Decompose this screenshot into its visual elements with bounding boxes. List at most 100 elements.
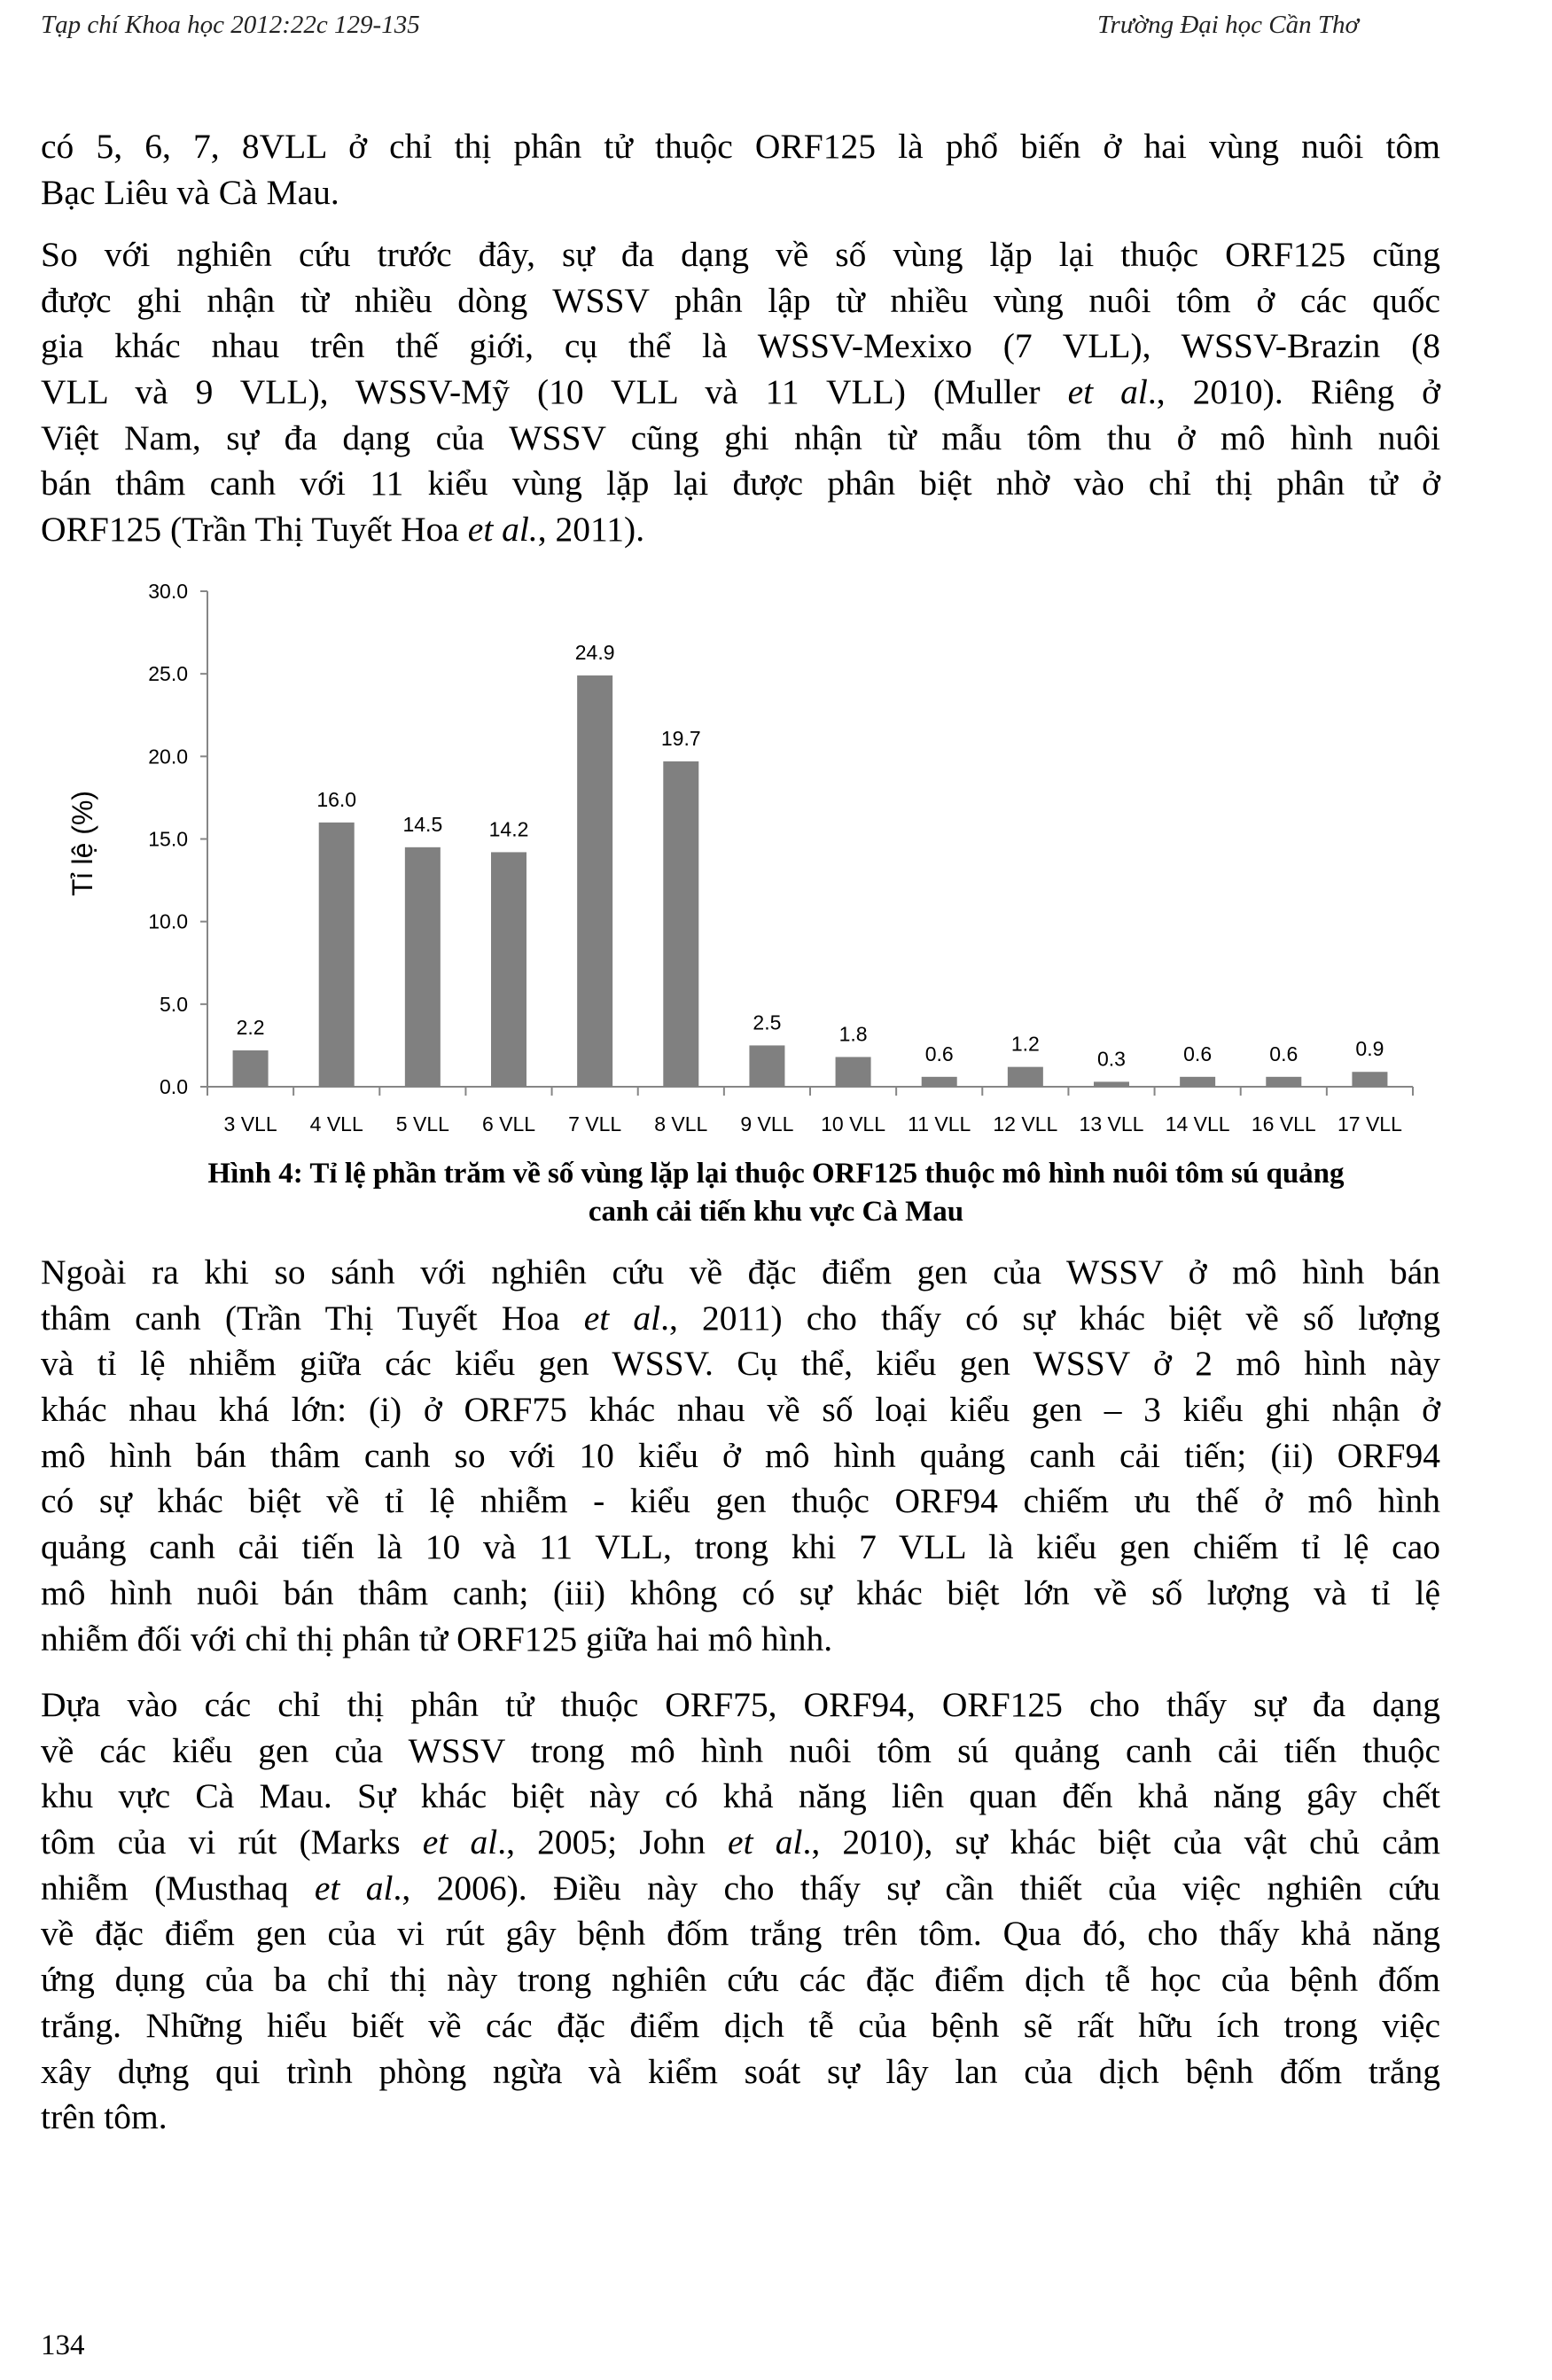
x-tick-label: 14 VLL	[1166, 1112, 1230, 1135]
text-run: thâm canh (Trần Thị Tuyết Hoa	[41, 1298, 584, 1338]
text-run: khác nhau khá lớn: (i) ở ORF75 khác nhau…	[41, 1390, 1440, 1430]
text-line: VLL và 9 VLL), WSSV-Mỹ (10 VLL và 11 VLL…	[41, 370, 1440, 416]
text-line: So với nghiên cứu trước đây, sự đa dạng …	[41, 232, 1440, 278]
data-label: 2.5	[753, 1011, 781, 1034]
bar	[318, 822, 355, 1087]
data-label: 1.8	[839, 1022, 868, 1045]
italic-text: et al	[583, 1298, 661, 1338]
text-line: gia khác nhau trên thế giới, cụ thể là W…	[41, 324, 1440, 370]
bar	[835, 1057, 871, 1087]
bar	[1007, 1066, 1043, 1087]
text-line: về đặc điểm gen của vi rút gây bệnh đốm …	[41, 1911, 1440, 1957]
data-label: 0.6	[925, 1042, 954, 1065]
x-tick-label: 16 VLL	[1252, 1112, 1316, 1135]
bar	[577, 675, 613, 1087]
text-line: bán thâm canh với 11 kiểu vùng lặp lại đ…	[41, 461, 1440, 507]
text-run: mô hình nuôi bán thâm canh; (iii) không …	[41, 1572, 1440, 1612]
text-run: ., 2010), sự khác biệt của vật chủ cảm	[802, 1822, 1441, 1862]
data-label: 14.2	[489, 817, 529, 840]
text-line: có 5, 6, 7, 8VLL ở chỉ thị phân tử thuộc…	[41, 124, 1440, 170]
text-run: ORF125 (Trần Thị Tuyết Hoa	[41, 510, 468, 550]
text-line: có sự khác biệt về tỉ lệ nhiễm - kiểu ge…	[41, 1479, 1440, 1525]
text-line: quảng canh cải tiến là 10 và 11 VLL, tro…	[41, 1525, 1440, 1571]
text-run: Việt Nam, sự đa dạng của WSSV cũng ghi n…	[41, 417, 1440, 457]
text-run: VLL và 9 VLL), WSSV-Mỹ (10 VLL và 11 VLL…	[41, 372, 1068, 412]
text-run: tôm của vi rút (Marks	[41, 1822, 423, 1862]
x-tick-label: 6 VLL	[482, 1112, 535, 1135]
x-tick-label: 3 VLL	[224, 1112, 277, 1135]
text-line: ứng dụng của ba chỉ thị này trong nghiên…	[41, 1957, 1440, 2003]
bar	[749, 1045, 785, 1087]
figure-caption-line-1: Hình 4: Tỉ lệ phần trăm về số vùng lặp l…	[207, 1158, 1345, 1190]
text-run: có sự khác biệt về tỉ lệ nhiễm - kiểu ge…	[41, 1481, 1440, 1521]
text-line: khu vực Cà Mau. Sự khác biệt này có khả …	[41, 1774, 1440, 1820]
data-label: 2.2	[237, 1016, 265, 1039]
bar	[1352, 1072, 1388, 1087]
text-line: tôm của vi rút (Marks et al., 2005; John…	[41, 1820, 1440, 1866]
text-run: ., 2006). Điều này cho thấy sự cần thiết…	[393, 1868, 1440, 1908]
text-run: được ghi nhận từ nhiều dòng WSSV phân lậ…	[41, 280, 1440, 320]
text-line: về các kiểu gen của WSSV trong mô hình n…	[41, 1728, 1440, 1775]
text-run: về đặc điểm gen của vi rút gây bệnh đốm …	[41, 1914, 1440, 1954]
text-run: Dựa vào các chỉ thị phân tử thuộc ORF75,…	[41, 1685, 1440, 1724]
bar-chart: 0.0 5.0 10.0 15.0 20.0 25.0 30.0 2.2 3 VLL 16.0 4 …	[66, 580, 1414, 1135]
y-tick-label: 30.0	[148, 580, 188, 603]
paragraph-4: Dựa vào các chỉ thị phân tử thuộc ORF75,…	[41, 1682, 1440, 2141]
text-run: khu vực Cà Mau. Sự khác biệt này có khả …	[41, 1776, 1440, 1816]
x-tick-label: 10 VLL	[821, 1112, 885, 1135]
paragraph-3: Ngoài ra khi so sánh với nghiên cứu về đ…	[41, 1250, 1440, 1662]
y-tick-label: 20.0	[148, 745, 188, 768]
x-tick-label: 9 VLL	[740, 1112, 793, 1135]
paragraph-1: có 5, 6, 7, 8VLL ở chỉ thị phân tử thuộc…	[41, 124, 1440, 215]
y-tick-label: 25.0	[148, 662, 188, 685]
text-line: mô hình bán thâm canh so với 10 kiểu ở m…	[41, 1433, 1440, 1479]
text-run: ứng dụng của ba chỉ thị này trong nghiên…	[41, 1960, 1440, 2000]
text-line: thâm canh (Trần Thị Tuyết Hoa et al., 20…	[41, 1296, 1440, 1342]
figure-caption-line-2: canh cải tiến khu vực Cà Mau	[588, 1196, 964, 1228]
x-tick-label: 13 VLL	[1080, 1112, 1144, 1135]
text-run: xây dựng qui trình phòng ngừa và kiểm so…	[41, 2051, 1440, 2091]
text-run: và tỉ lệ nhiễm giữa các kiểu gen WSSV. C…	[41, 1344, 1440, 1384]
journal-header: Tạp chí Khoa học 2012:22c 129-135	[41, 11, 420, 39]
text-line: và tỉ lệ nhiễm giữa các kiểu gen WSSV. C…	[41, 1341, 1440, 1387]
bar	[1266, 1076, 1302, 1087]
bar	[232, 1050, 269, 1087]
y-tick-label: 0.0	[160, 1075, 188, 1098]
text-run: bán thâm canh với 11 kiểu vùng lặp lại đ…	[41, 464, 1440, 503]
text-run: gia khác nhau trên thế giới, cụ thể là W…	[41, 326, 1440, 366]
text-run: Bạc Liêu và Cà Mau.	[41, 172, 339, 212]
italic-text: et al	[728, 1822, 803, 1862]
text-run: về các kiểu gen của WSSV trong mô hình n…	[41, 1730, 1440, 1770]
x-tick-label: 11 VLL	[908, 1112, 971, 1135]
x-tick-label: 5 VLL	[396, 1112, 449, 1135]
text-line: khác nhau khá lớn: (i) ở ORF75 khác nhau…	[41, 1387, 1440, 1433]
data-label: 0.3	[1097, 1047, 1126, 1070]
text-run: ., 2010). Riêng ở	[1147, 372, 1440, 412]
y-axis-title: Tỉ lệ (%)	[66, 791, 98, 896]
university-header: Trường Đại học Cần Thơ	[1097, 11, 1359, 39]
italic-text: et al	[422, 1822, 498, 1862]
x-tick-label: 12 VLL	[993, 1112, 1057, 1135]
bar	[1180, 1076, 1216, 1087]
bar	[491, 852, 526, 1087]
bar	[921, 1076, 957, 1087]
page-number: 134	[41, 2329, 85, 2361]
x-tick-label: 8 VLL	[654, 1112, 707, 1135]
bar	[663, 761, 699, 1087]
text-line: xây dựng qui trình phòng ngừa và kiểm so…	[41, 2049, 1440, 2095]
text-run: trên tôm.	[41, 2097, 168, 2137]
paragraph-2: So với nghiên cứu trước đây, sự đa dạng …	[41, 232, 1440, 553]
text-run: trắng. Những hiểu biết về các đặc điểm d…	[41, 2005, 1440, 2045]
x-tick-label: 4 VLL	[310, 1112, 363, 1135]
text-run: ., 2011) cho thấy có sự khác biệt về số …	[660, 1298, 1440, 1338]
data-label: 0.9	[1355, 1037, 1384, 1060]
italic-text: et al	[314, 1868, 394, 1908]
text-line: trên tôm.	[41, 2095, 1440, 2141]
text-line: nhiễm (Musthaq et al., 2006). Điều này c…	[41, 1866, 1440, 1912]
data-label: 16.0	[316, 788, 356, 811]
italic-text: et al	[1067, 372, 1148, 412]
text-run: quảng canh cải tiến là 10 và 11 VLL, tro…	[41, 1527, 1440, 1567]
text-run: nhiễm đối với chỉ thị phân tử ORF125 giữ…	[41, 1619, 833, 1658]
text-run: nhiễm (Musthaq	[41, 1868, 315, 1908]
data-label: 0.6	[1269, 1042, 1298, 1065]
